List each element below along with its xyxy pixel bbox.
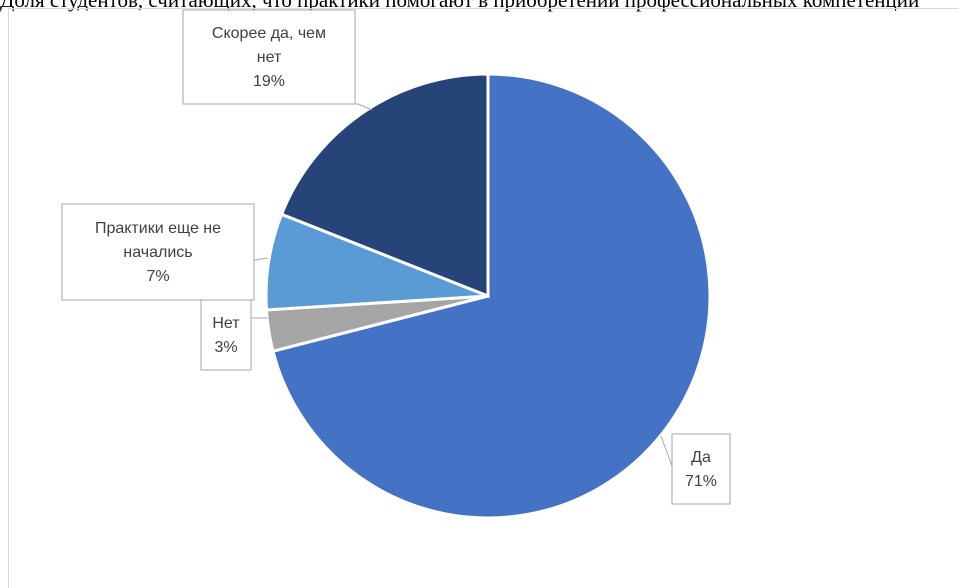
- data-label-0: Да 71%: [660, 433, 731, 505]
- data-label-text: 3%: [214, 339, 237, 356]
- data-label-2: Практики еще не начались 7%: [61, 203, 269, 301]
- data-label-box-0: [671, 433, 731, 505]
- data-label-box-1: [200, 299, 252, 371]
- data-label-box-2: [61, 203, 255, 301]
- data-label-text: Нет: [212, 315, 240, 332]
- data-label-text: начались: [123, 244, 192, 261]
- leader-line-0: [660, 435, 673, 467]
- data-label-box-3: [182, 9, 356, 105]
- data-label-3: Скорее да, чем нет 19%: [182, 9, 373, 111]
- data-label-text: Практики еще не: [95, 220, 221, 237]
- data-label-text: 19%: [253, 73, 285, 90]
- data-label-text: Скорее да, чем: [212, 25, 326, 42]
- pie-slice-0: [271, 72, 712, 520]
- chart-frame: [8, 8, 959, 588]
- cropped-caption-text: Доля студентов, считающих, что практики …: [0, 0, 920, 12]
- data-label-1: Нет 3%: [200, 299, 268, 371]
- leader-line-2: [253, 257, 269, 261]
- data-label-text: 71%: [685, 473, 717, 490]
- leader-line-3: [290, 103, 373, 111]
- pie-slice-3: [279, 72, 490, 299]
- data-label-text: Да: [691, 449, 711, 466]
- data-label-text: нет: [257, 49, 282, 66]
- data-label-text: 7%: [146, 268, 169, 285]
